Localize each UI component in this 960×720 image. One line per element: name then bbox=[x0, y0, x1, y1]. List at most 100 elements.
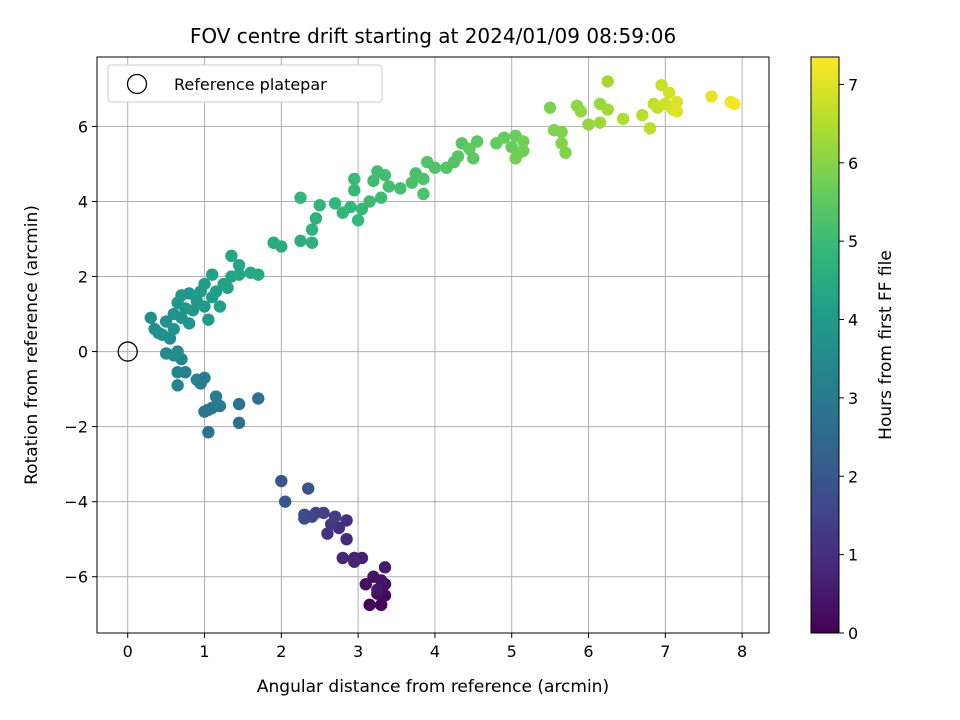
data-point bbox=[171, 366, 184, 379]
data-point bbox=[198, 277, 211, 291]
data-point bbox=[221, 281, 234, 294]
data-point bbox=[670, 105, 684, 118]
data-point bbox=[417, 172, 430, 186]
colorbar: 0 1 2 3 4 5 6 7 Hours from first FF file bbox=[810, 56, 896, 643]
data-point bbox=[705, 90, 718, 103]
data-point bbox=[275, 240, 288, 253]
colorbar-tick-label: 0 bbox=[848, 624, 858, 643]
data-point bbox=[355, 202, 369, 216]
data-point bbox=[159, 347, 173, 360]
data-point bbox=[171, 345, 184, 358]
x-axis-ticks: 0 1 2 3 4 5 6 7 8 bbox=[123, 633, 747, 661]
data-point bbox=[363, 195, 376, 208]
data-point bbox=[209, 390, 223, 403]
x-tick-label: 4 bbox=[430, 642, 440, 661]
data-point bbox=[601, 103, 614, 116]
data-point bbox=[232, 416, 246, 430]
data-point bbox=[225, 249, 238, 263]
data-point bbox=[213, 399, 227, 413]
data-point bbox=[275, 474, 288, 488]
chart-title: FOV centre drift starting at 2024/01/09 … bbox=[190, 24, 676, 48]
data-point bbox=[171, 379, 184, 392]
data-point bbox=[348, 184, 361, 197]
data-point bbox=[463, 142, 476, 156]
data-point bbox=[182, 287, 196, 300]
data-point bbox=[470, 135, 484, 148]
x-axis-label: Angular distance from reference (arcmin) bbox=[257, 677, 609, 697]
data-point bbox=[321, 527, 334, 540]
data-point bbox=[728, 97, 741, 111]
x-tick-label: 5 bbox=[507, 642, 517, 661]
data-point bbox=[382, 180, 396, 193]
data-point bbox=[371, 583, 384, 597]
plot-area bbox=[96, 56, 770, 634]
data-point bbox=[374, 191, 388, 204]
data-point bbox=[298, 512, 311, 525]
data-point bbox=[371, 165, 384, 178]
colorbar-tick-label: 6 bbox=[848, 154, 858, 173]
y-tick-label: −4 bbox=[64, 493, 88, 512]
data-point bbox=[574, 105, 588, 118]
data-point bbox=[394, 182, 407, 195]
plot-background bbox=[97, 57, 769, 633]
data-point bbox=[336, 551, 349, 565]
data-point bbox=[294, 191, 307, 204]
colorbar-tick-label: 2 bbox=[848, 467, 858, 486]
colorbar-label: Hours from first FF file bbox=[876, 250, 896, 440]
data-point bbox=[517, 135, 530, 148]
data-point bbox=[582, 118, 595, 131]
x-tick-label: 3 bbox=[353, 642, 363, 661]
x-tick-label: 8 bbox=[737, 642, 747, 661]
data-point bbox=[144, 311, 157, 324]
colorbar-tick-label: 4 bbox=[848, 311, 858, 330]
data-points bbox=[144, 75, 741, 612]
data-point bbox=[655, 78, 668, 92]
data-point bbox=[182, 317, 196, 330]
data-point bbox=[159, 315, 173, 328]
data-point bbox=[662, 86, 676, 99]
data-point bbox=[252, 392, 265, 405]
data-point bbox=[209, 285, 223, 298]
data-point bbox=[616, 112, 630, 126]
data-point bbox=[328, 510, 342, 523]
data-point bbox=[348, 172, 361, 186]
data-point bbox=[305, 223, 319, 236]
data-point bbox=[378, 561, 392, 574]
colorbar-ticks: 0 1 2 3 4 5 6 7 bbox=[839, 75, 858, 643]
data-point bbox=[601, 75, 614, 88]
legend-box bbox=[107, 64, 383, 103]
colorbar-tick-label: 7 bbox=[848, 75, 858, 94]
plot-frame bbox=[96, 56, 770, 634]
y-tick-label: 4 bbox=[78, 192, 88, 211]
data-point bbox=[202, 313, 215, 326]
x-tick-label: 1 bbox=[199, 642, 209, 661]
data-point bbox=[367, 174, 380, 188]
data-point bbox=[198, 300, 211, 313]
data-point bbox=[340, 514, 353, 527]
data-point bbox=[232, 268, 246, 281]
data-point bbox=[405, 176, 419, 189]
reference-platepar-marker bbox=[117, 341, 138, 362]
data-point bbox=[190, 373, 204, 386]
data-point bbox=[302, 482, 315, 495]
data-point bbox=[206, 268, 219, 281]
y-tick-label: 6 bbox=[78, 117, 88, 136]
data-point bbox=[363, 598, 376, 612]
data-point bbox=[167, 322, 180, 336]
data-point bbox=[374, 574, 388, 587]
x-tick-label: 6 bbox=[583, 642, 593, 661]
y-axis-ticks: −6 −4 −2 0 2 4 6 bbox=[64, 117, 97, 587]
data-point bbox=[517, 144, 530, 158]
data-point bbox=[636, 108, 649, 122]
x-tick-label: 2 bbox=[276, 642, 286, 661]
colorbar-tick-label: 3 bbox=[848, 389, 858, 408]
data-point bbox=[232, 259, 246, 272]
data-point bbox=[555, 137, 568, 150]
data-point bbox=[186, 304, 200, 317]
data-point bbox=[670, 95, 684, 109]
data-point bbox=[643, 122, 657, 135]
data-point bbox=[202, 426, 215, 439]
colorbar-gradient bbox=[811, 57, 839, 633]
data-point bbox=[428, 161, 442, 174]
